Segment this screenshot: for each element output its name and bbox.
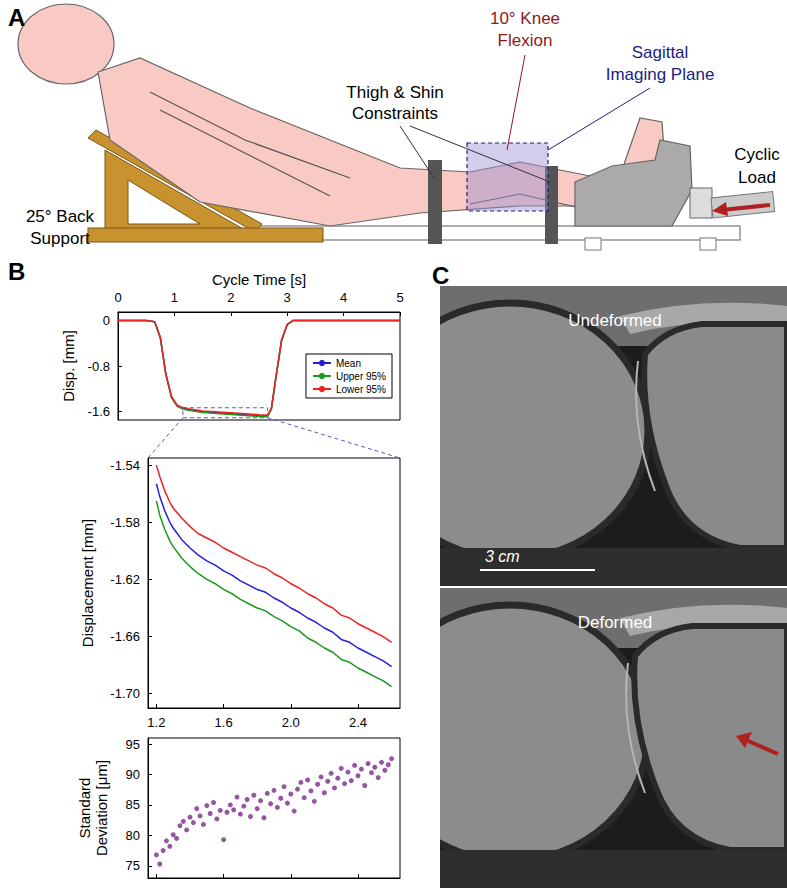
svg-text:1.6: 1.6 bbox=[215, 715, 233, 730]
svg-text:Cyclic: Cyclic bbox=[734, 145, 780, 164]
svg-text:Deformed: Deformed bbox=[578, 613, 653, 632]
svg-text:5: 5 bbox=[396, 290, 403, 305]
svg-text:Sagittal: Sagittal bbox=[632, 43, 689, 62]
svg-text:-0.8: -0.8 bbox=[88, 359, 110, 374]
svg-text:Upper 95%: Upper 95% bbox=[336, 371, 386, 382]
svg-text:Disp. [mm]: Disp. [mm] bbox=[60, 330, 77, 402]
svg-text:1.2: 1.2 bbox=[147, 715, 165, 730]
svg-text:3: 3 bbox=[284, 290, 291, 305]
svg-text:0: 0 bbox=[114, 290, 121, 305]
svg-text:-1.6: -1.6 bbox=[88, 404, 110, 419]
svg-text:Thigh & Shin: Thigh & Shin bbox=[346, 83, 443, 102]
svg-text:90: 90 bbox=[126, 767, 140, 782]
svg-text:Load: Load bbox=[738, 168, 776, 187]
html-text:A: A bbox=[8, 4, 26, 31]
svg-text:Support: Support bbox=[30, 229, 90, 248]
svg-text:10° Knee: 10° Knee bbox=[490, 9, 560, 28]
svg-text:-1.62: -1.62 bbox=[110, 572, 140, 587]
svg-text:4: 4 bbox=[340, 290, 347, 305]
svg-text:Constraints: Constraints bbox=[352, 104, 438, 123]
svg-text:-1.54: -1.54 bbox=[110, 458, 140, 473]
svg-text:3 cm: 3 cm bbox=[485, 548, 520, 565]
svg-text:0: 0 bbox=[103, 313, 110, 328]
svg-text:Imaging Plane: Imaging Plane bbox=[606, 65, 715, 84]
svg-text:Flexion: Flexion bbox=[498, 31, 553, 50]
svg-text:95: 95 bbox=[126, 737, 140, 752]
svg-text:2: 2 bbox=[227, 290, 234, 305]
svg-text:Cycle Time [s]: Cycle Time [s] bbox=[212, 271, 306, 288]
svg-text:Undeformed: Undeformed bbox=[568, 311, 662, 330]
svg-text:Displacement [mm]: Displacement [mm] bbox=[79, 519, 96, 647]
svg-text:80: 80 bbox=[126, 828, 140, 843]
svg-text:75: 75 bbox=[126, 858, 140, 873]
svg-text:Lower 95%: Lower 95% bbox=[336, 384, 386, 395]
svg-text:Mean: Mean bbox=[336, 358, 361, 369]
svg-text:2.0: 2.0 bbox=[282, 715, 300, 730]
svg-text:Standard: Standard bbox=[76, 778, 93, 839]
svg-text:2.4: 2.4 bbox=[349, 715, 367, 730]
html-text:B: B bbox=[8, 258, 26, 285]
svg-text:-1.58: -1.58 bbox=[110, 515, 140, 530]
svg-text:25° Back: 25° Back bbox=[26, 207, 95, 226]
svg-text:-1.66: -1.66 bbox=[110, 629, 140, 644]
svg-text:Deviation [μm]: Deviation [μm] bbox=[93, 760, 110, 856]
svg-text:-1.70: -1.70 bbox=[110, 686, 140, 701]
svg-text:85: 85 bbox=[126, 797, 140, 812]
svg-text:1: 1 bbox=[171, 290, 178, 305]
html-text:C: C bbox=[432, 262, 450, 289]
